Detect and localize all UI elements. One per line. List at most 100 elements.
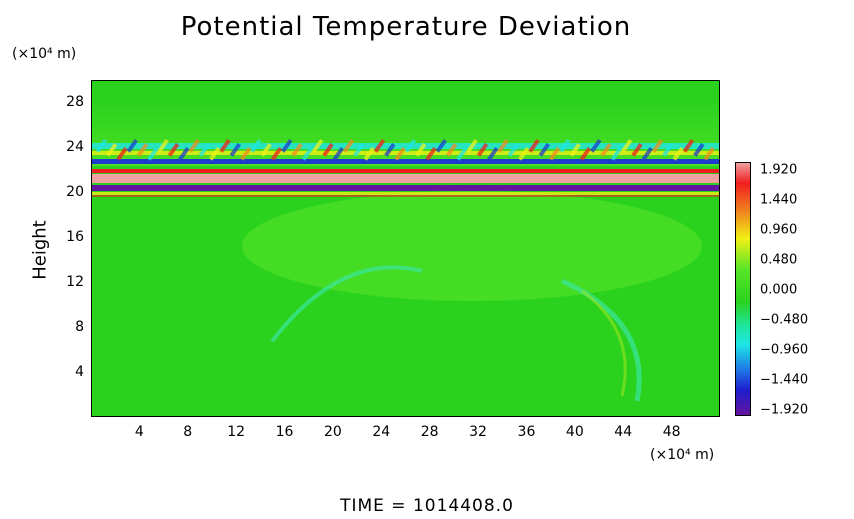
wave-streak xyxy=(507,142,520,157)
wave-streak xyxy=(332,146,344,161)
wave-streak xyxy=(239,146,252,161)
plot-area xyxy=(91,80,720,417)
wave-streak xyxy=(559,138,571,153)
colorbar-tick-label: 1.920 xyxy=(760,162,798,178)
x-tick-label: 28 xyxy=(420,424,439,440)
wave-streak xyxy=(538,142,550,157)
wave-streak xyxy=(312,138,324,153)
wave-streak xyxy=(178,146,190,161)
wave-streak xyxy=(95,138,108,153)
wave-streak xyxy=(219,138,231,153)
wave-streak xyxy=(497,138,509,153)
x-tick-label: 20 xyxy=(324,424,342,440)
wave-streak xyxy=(662,142,674,157)
band-cyan-upper xyxy=(92,143,719,149)
wave-streak xyxy=(600,142,612,157)
band-red xyxy=(92,169,719,173)
x-tick-label: 16 xyxy=(275,424,294,440)
right-arc-inner xyxy=(581,289,627,397)
wave-streak xyxy=(157,138,169,153)
wave-streak xyxy=(672,146,684,161)
wave-streak xyxy=(404,138,417,153)
colorbar-tick-label: 0.480 xyxy=(760,252,798,268)
y-tick-label: 24 xyxy=(66,139,84,156)
chart-title: Potential Temperature Deviation xyxy=(180,12,632,42)
wave-streak xyxy=(394,146,406,161)
wave-streak xyxy=(466,138,478,153)
x-axis-unit: (×10⁴ m) xyxy=(650,447,715,463)
y-axis-unit: (×10⁴ m) xyxy=(12,46,77,62)
band-red-lower xyxy=(92,195,719,197)
wave-streak xyxy=(229,142,241,157)
colorbar-tick-label: −1.920 xyxy=(760,402,809,418)
time-label: TIME = 1014408.0 xyxy=(340,496,514,516)
x-tick-label: 24 xyxy=(372,424,391,440)
wave-streak xyxy=(682,138,695,153)
wave-streak xyxy=(415,142,427,157)
wave-streak xyxy=(281,138,293,153)
wave-streak xyxy=(147,146,159,161)
wave-streak xyxy=(703,146,715,161)
band-blue-upper xyxy=(92,159,719,164)
colorbar-tick-label: −1.440 xyxy=(760,372,809,388)
wave-streak xyxy=(106,142,118,157)
wave-streak xyxy=(167,142,180,157)
band-purple xyxy=(92,185,719,191)
wave-streak xyxy=(301,146,314,161)
wave-streak xyxy=(621,138,633,153)
wave-streak xyxy=(373,138,386,153)
wave-streak xyxy=(487,146,499,161)
wave-streak xyxy=(548,146,561,161)
wave-streak xyxy=(126,138,138,153)
colorbar-tick-label: 1.440 xyxy=(760,192,798,208)
wave-streak xyxy=(610,146,623,161)
field-heatmap xyxy=(92,81,719,416)
colorbar-gradient xyxy=(736,163,750,415)
wave-streak xyxy=(631,142,643,157)
wave-streak xyxy=(322,142,334,157)
wave-streak xyxy=(188,138,200,153)
upper-haze xyxy=(92,101,719,166)
wave-streak xyxy=(435,138,447,153)
wave-streak xyxy=(425,146,437,161)
y-tick-label: 20 xyxy=(66,184,84,201)
band-yellow-lower xyxy=(92,192,719,195)
colorbar-tick-label: −0.960 xyxy=(760,342,809,358)
wave-streak xyxy=(353,142,365,157)
wave-streak xyxy=(250,138,262,153)
colorbar-tick-label: 0.000 xyxy=(760,282,798,298)
wave-streak xyxy=(198,142,211,157)
wave-streak xyxy=(693,142,705,157)
x-tick-label: 32 xyxy=(469,424,487,440)
right-arc xyxy=(560,278,642,402)
wave-streak xyxy=(291,142,303,157)
wave-streak xyxy=(209,146,221,161)
wave-streak xyxy=(270,146,283,161)
wave-streak xyxy=(260,142,272,157)
wave-streak xyxy=(445,142,458,157)
wave-streak xyxy=(590,138,602,153)
wave-streak xyxy=(651,138,664,153)
y-tick-label: 28 xyxy=(66,94,84,111)
wave-streak xyxy=(528,138,540,153)
band-pink xyxy=(92,174,719,183)
wave-streak xyxy=(456,146,468,161)
x-tick-label: 12 xyxy=(227,424,246,440)
colorbar-tick-label: 0.960 xyxy=(760,222,798,238)
x-tick-label: 36 xyxy=(517,424,536,440)
x-tick-label: 44 xyxy=(614,424,633,440)
wave-streaks xyxy=(95,138,715,161)
wave-streak xyxy=(363,146,375,161)
x-tick-label: 8 xyxy=(183,424,193,440)
colorbar-tick-label: −0.480 xyxy=(760,312,809,328)
x-tick-label: 48 xyxy=(662,424,681,440)
wave-streak xyxy=(136,142,149,157)
x-tick-label: 40 xyxy=(565,424,584,440)
x-tick-label: 4 xyxy=(134,424,144,440)
wave-streak xyxy=(579,146,592,161)
wave-streak xyxy=(116,146,128,161)
band-yellow-upper xyxy=(92,151,719,155)
y-axis-label: Height xyxy=(29,220,51,280)
wave-streak xyxy=(476,142,489,157)
y-tick-label: 8 xyxy=(75,319,84,336)
